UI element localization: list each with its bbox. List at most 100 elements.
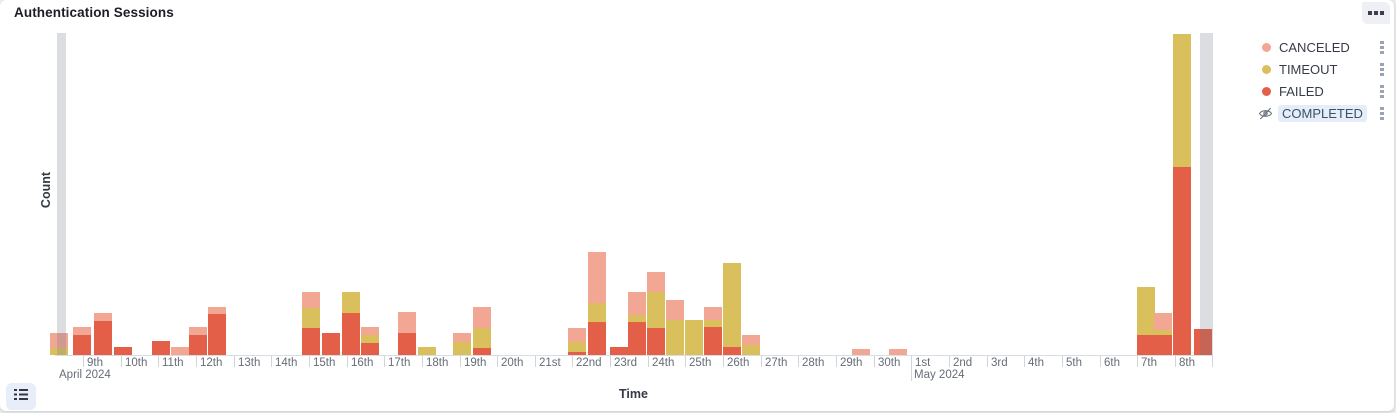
legend-action-button[interactable] — [1378, 39, 1386, 56]
bar-apr-17-pm[interactable] — [398, 312, 416, 355]
bar-apr-22-am[interactable] — [568, 328, 586, 355]
x-axis-line — [55, 355, 1213, 356]
bar-segment-timeout — [685, 320, 703, 355]
x-axis-tick-mark — [723, 356, 724, 367]
legend-item-label: CANCELED — [1279, 39, 1350, 55]
bar-apr-24-am[interactable] — [647, 272, 665, 355]
bar-segment-timeout — [361, 335, 379, 343]
bar-apr-22-pm[interactable] — [588, 252, 606, 355]
bar-apr-19-am[interactable] — [453, 333, 471, 355]
x-axis-tick-mark — [949, 356, 950, 367]
bar-apr-12-am[interactable] — [189, 327, 207, 355]
legend-action-button[interactable] — [1378, 105, 1386, 122]
x-axis-month-label: May 2024 — [914, 369, 965, 381]
bar-apr-10-am[interactable] — [114, 347, 132, 355]
x-axis-tick-label: 19th — [464, 357, 487, 369]
bar-apr-25-pm[interactable] — [704, 307, 722, 355]
plot-area[interactable] — [50, 33, 1213, 355]
bar-segment-canceled — [628, 292, 646, 315]
bar-apr-9-pm[interactable] — [94, 313, 112, 355]
bar-segment-canceled — [852, 349, 870, 355]
bar-apr-8-pm[interactable] — [50, 333, 68, 355]
bar-apr-30-pm[interactable] — [889, 349, 907, 355]
panel-options-button[interactable] — [1362, 2, 1390, 24]
bar-segment-failed — [588, 322, 606, 355]
bar-segment-failed — [342, 313, 360, 355]
legend-item-failed[interactable]: FAILED — [1256, 80, 1386, 102]
partial-bucket-endzone — [57, 33, 66, 355]
x-axis-tick-mark — [422, 356, 423, 367]
bar-segment-canceled — [588, 252, 606, 303]
bar-may-8-pm[interactable] — [1194, 329, 1212, 355]
x-axis-tick-label: 18th — [426, 357, 449, 369]
x-axis-tick-mark — [987, 356, 988, 367]
legend-action-button[interactable] — [1378, 83, 1386, 100]
bar-segment-failed — [704, 327, 722, 355]
bar-segment-failed — [1173, 167, 1191, 355]
x-axis-tick-mark — [1175, 356, 1176, 367]
bar-may-7-pm[interactable] — [1154, 313, 1172, 355]
x-axis-tick-label: 8th — [1179, 357, 1195, 369]
x-axis-tick-mark — [1137, 356, 1138, 367]
bar-segment-canceled — [1154, 313, 1172, 330]
bar-segment-timeout — [50, 348, 68, 355]
bar-segment-failed — [114, 347, 132, 355]
legend-item-completed[interactable]: COMPLETED — [1256, 102, 1386, 124]
bar-apr-29-pm[interactable] — [852, 349, 870, 355]
x-axis-tick-mark — [572, 356, 573, 367]
bar-segment-timeout — [302, 308, 320, 328]
bar-may-7-am[interactable] — [1137, 287, 1155, 355]
bar-apr-24-pm[interactable] — [666, 300, 684, 355]
legend-action-button[interactable] — [1378, 61, 1386, 78]
bar-may-8-am[interactable] — [1173, 34, 1191, 355]
x-axis-tick-label: 17th — [388, 357, 411, 369]
bar-apr-26-pm[interactable] — [742, 335, 760, 355]
bar-apr-26-am[interactable] — [723, 263, 741, 355]
bar-segment-canceled — [171, 347, 189, 355]
panel-title: Authentication Sessions — [14, 5, 174, 20]
x-axis-title: Time — [619, 387, 648, 401]
x-axis-tick-mark — [83, 356, 84, 367]
bar-segment-canceled — [73, 327, 91, 335]
bar-apr-16-am[interactable] — [342, 292, 360, 355]
boxes-vertical-icon — [1380, 84, 1384, 98]
x-axis-tick-label: 12th — [200, 357, 223, 369]
x-axis-tick-mark — [497, 356, 498, 367]
legend-toggle-button[interactable] — [6, 383, 36, 410]
bar-apr-23-am[interactable] — [610, 347, 628, 355]
x-axis-tick-label: 2nd — [953, 357, 973, 369]
bar-segment-canceled — [473, 307, 491, 328]
x-axis-tick-mark — [347, 356, 348, 367]
bar-segment-failed — [189, 335, 207, 355]
x-axis-tick-label: 15th — [313, 357, 336, 369]
x-axis-tick-mark — [836, 356, 837, 367]
bar-apr-15-pm[interactable] — [322, 333, 340, 355]
bar-segment-timeout — [704, 320, 722, 327]
bar-apr-16-pm[interactable] — [361, 327, 379, 355]
bar-apr-11-pm[interactable] — [171, 347, 189, 355]
bar-apr-11-am[interactable] — [152, 341, 170, 355]
boxes-vertical-icon — [1380, 40, 1384, 54]
x-axis-tick-label: 27th — [765, 357, 788, 369]
bar-segment-canceled — [889, 349, 907, 355]
bar-apr-19-pm[interactable] — [473, 307, 491, 355]
legend-item-label: TIMEOUT — [1279, 61, 1338, 77]
legend-item-timeout[interactable]: TIMEOUT — [1256, 58, 1386, 80]
eye-slash-icon — [1258, 106, 1273, 121]
legend-item-canceled[interactable]: CANCELED — [1256, 36, 1386, 58]
timeout-series-dot-icon — [1262, 64, 1271, 74]
bar-segment-failed — [568, 352, 586, 355]
bar-apr-23-pm[interactable] — [628, 292, 646, 355]
bar-apr-9-am[interactable] — [73, 327, 91, 355]
bar-apr-18-am[interactable] — [418, 347, 436, 355]
x-axis-tick-mark — [798, 356, 799, 367]
x-axis-tick-mark — [610, 356, 611, 367]
bar-apr-12-pm[interactable] — [208, 307, 226, 355]
bar-segment-timeout — [568, 342, 586, 352]
bar-apr-25-am[interactable] — [685, 320, 703, 355]
bar-apr-15-am[interactable] — [302, 292, 320, 355]
x-axis-tick-mark — [1100, 356, 1101, 367]
bar-segment-timeout — [666, 320, 684, 355]
